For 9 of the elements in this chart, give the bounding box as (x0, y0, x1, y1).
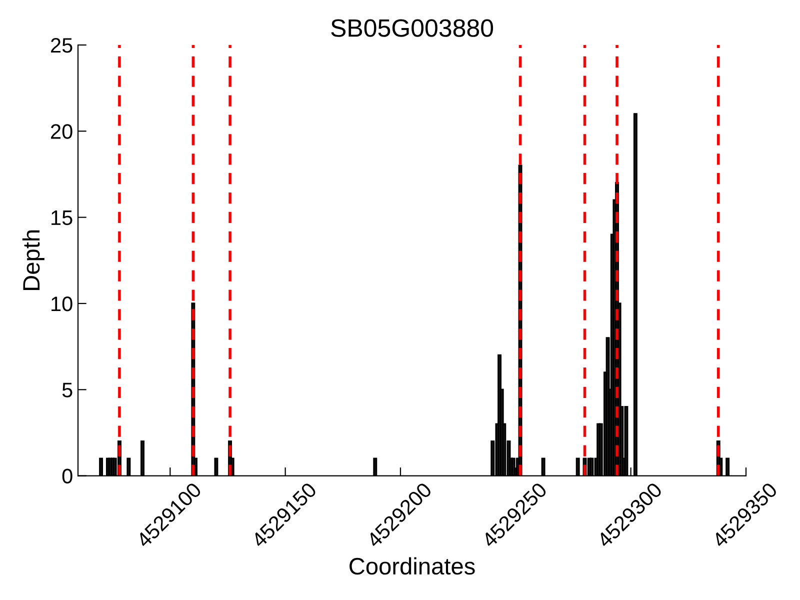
y-tick-label: 5 (62, 382, 72, 398)
y-tick-label: 20 (51, 124, 72, 139)
x-axis-title: Coordinates (350, 557, 475, 575)
chart-title: SB05G003880 (331, 19, 494, 37)
y-tick-label: 15 (52, 210, 72, 226)
y-tick-label: 10 (52, 296, 72, 312)
y-axis-title: Depth (22, 230, 44, 290)
y-tick-label: 0 (62, 468, 72, 484)
y-tick-label: 25 (51, 38, 72, 53)
